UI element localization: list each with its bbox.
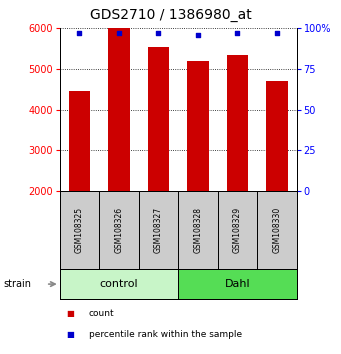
- Bar: [60, 269, 178, 299]
- Point: [235, 30, 240, 36]
- Text: control: control: [100, 279, 138, 289]
- Text: Dahl: Dahl: [225, 279, 250, 289]
- Bar: [187, 61, 209, 191]
- Bar: [148, 47, 169, 191]
- Text: GDS2710 / 1386980_at: GDS2710 / 1386980_at: [90, 8, 251, 23]
- Bar: [178, 269, 297, 299]
- Bar: [99, 191, 139, 269]
- Text: GSM108327: GSM108327: [154, 207, 163, 253]
- Point: [77, 30, 82, 36]
- Text: GSM108328: GSM108328: [193, 207, 203, 253]
- Point: [195, 32, 201, 38]
- Bar: [108, 0, 130, 191]
- Text: ■: ■: [66, 330, 74, 339]
- Bar: [139, 191, 178, 269]
- Bar: [69, 91, 90, 191]
- Text: GSM108329: GSM108329: [233, 207, 242, 253]
- Point: [156, 30, 161, 36]
- Bar: [218, 191, 257, 269]
- Bar: [226, 55, 248, 191]
- Point: [274, 30, 280, 36]
- Point: [116, 30, 122, 36]
- Text: GSM108326: GSM108326: [115, 207, 123, 253]
- Text: strain: strain: [3, 279, 31, 289]
- Bar: [178, 191, 218, 269]
- Text: percentile rank within the sample: percentile rank within the sample: [89, 330, 242, 339]
- Text: count: count: [89, 309, 114, 318]
- Bar: [257, 191, 297, 269]
- Text: GSM108330: GSM108330: [272, 207, 281, 253]
- Bar: [266, 81, 288, 191]
- Text: ■: ■: [66, 309, 74, 318]
- Bar: [60, 191, 99, 269]
- Text: GSM108325: GSM108325: [75, 207, 84, 253]
